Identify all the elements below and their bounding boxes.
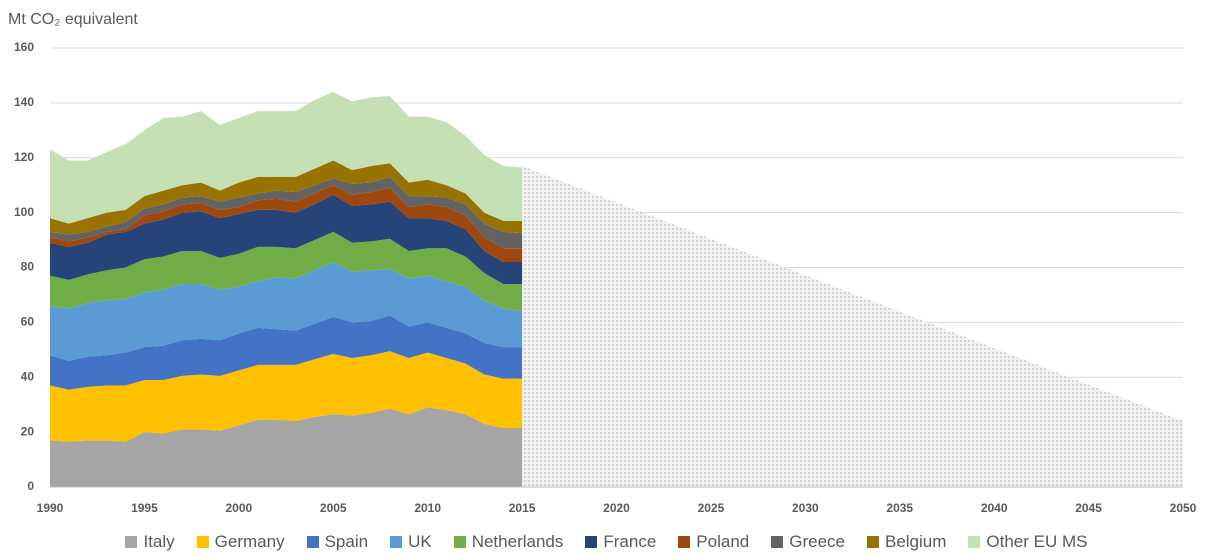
legend-label: France	[603, 532, 657, 551]
legend-swatch	[968, 536, 981, 548]
area	[50, 185, 523, 263]
x-tick-label: 1995	[131, 501, 158, 515]
legend-swatch	[196, 536, 209, 548]
legend-swatch	[866, 536, 879, 548]
y-tick-label: 120	[14, 150, 34, 164]
legend-item: UK	[390, 532, 432, 552]
x-tick-label: 1990	[37, 501, 64, 515]
y-tick-label: 160	[14, 40, 34, 54]
legend-item: Netherlands	[453, 532, 564, 552]
legend-swatch	[125, 536, 138, 548]
x-tick-label: 2045	[1075, 501, 1102, 515]
x-tick-label: 2015	[509, 501, 536, 515]
x-tick-label: 2040	[981, 501, 1008, 515]
area	[50, 91, 523, 224]
y-axis-label: Mt CO₂ equivalent	[8, 11, 138, 28]
x-tick-label: 2030	[792, 501, 819, 515]
x-tick-label: 2035	[886, 501, 913, 515]
x-tick-label: 2000	[225, 501, 252, 515]
legend-label: Greece	[789, 532, 845, 551]
area	[50, 160, 523, 235]
legend-label: UK	[408, 532, 432, 551]
chart: Mt CO₂ equivalent 0204060801001201401601…	[8, 11, 1197, 515]
y-tick-label: 40	[21, 369, 35, 383]
legend-label: Italy	[143, 532, 175, 551]
y-tick-label: 0	[27, 479, 34, 493]
area	[50, 194, 523, 284]
x-tick-label: 2020	[603, 501, 630, 515]
legend-item: Spain	[306, 532, 369, 552]
area	[50, 262, 523, 361]
y-tick-label: 60	[21, 315, 35, 329]
legend-label: Spain	[324, 532, 369, 551]
x-tick-label: 2005	[320, 501, 347, 515]
area	[50, 176, 523, 249]
legend-swatch	[390, 536, 403, 548]
area	[50, 315, 523, 390]
legend-swatch	[585, 536, 598, 548]
y-tick-label: 140	[14, 95, 34, 109]
projection-area	[522, 165, 1183, 487]
legend-item: Poland	[678, 532, 749, 552]
legend: Italy Germany Spain UK Netherlands France Pola…	[0, 532, 1213, 552]
legend-item: France	[585, 532, 656, 552]
x-tick-label: 2025	[698, 501, 725, 515]
legend-label: Germany	[214, 532, 285, 551]
legend-swatch	[453, 536, 466, 548]
y-tick-label: 100	[14, 205, 34, 219]
x-tick-label: 2050	[1170, 501, 1197, 515]
legend-swatch	[678, 536, 691, 548]
legend-label: Belgium	[884, 532, 947, 551]
y-tick-label: 20	[21, 424, 35, 438]
legend-item: Belgium	[866, 532, 947, 552]
legend-item: Other EU MS	[968, 532, 1088, 552]
y-tick-label: 80	[21, 260, 35, 274]
legend-swatch	[771, 536, 784, 548]
area	[50, 351, 523, 442]
x-tick-label: 2010	[414, 501, 441, 515]
legend-swatch	[306, 536, 319, 548]
area	[50, 407, 523, 487]
legend-label: Other EU MS	[986, 532, 1088, 551]
legend-item: Italy	[125, 532, 175, 552]
area	[50, 231, 523, 312]
legend-item: Germany	[196, 532, 285, 552]
legend-item: Greece	[771, 532, 845, 552]
legend-label: Poland	[696, 532, 750, 551]
legend-label: Netherlands	[471, 532, 564, 551]
